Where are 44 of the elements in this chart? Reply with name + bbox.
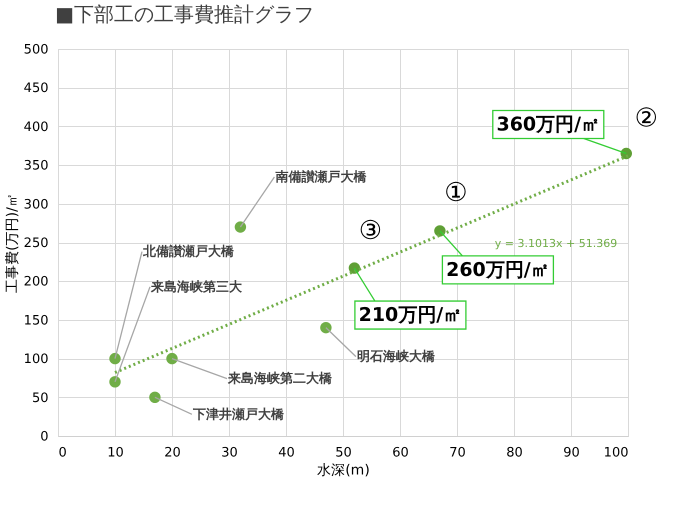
annotation: 明石海峡大橋 — [356, 350, 436, 365]
x-tick-label: 80 — [506, 446, 523, 460]
annotation: 来島海峡第二大橋 — [227, 370, 333, 387]
point — [109, 352, 121, 364]
annotation: ① — [444, 178, 468, 208]
y-tick-label: 200 — [24, 274, 48, 290]
y-tick-label: 100 — [24, 352, 48, 368]
annotation: ③ — [358, 216, 382, 246]
x-tick-label: 60 — [392, 446, 409, 460]
y-axis-title: 工事費(万円)/㎡ — [4, 193, 21, 293]
y-tick-label: 250 — [24, 236, 48, 251]
point — [109, 376, 121, 388]
point — [320, 322, 332, 334]
annotation: 下津井瀬戸大橋 — [192, 407, 285, 422]
x-tick-label: 70 — [449, 446, 466, 460]
point — [166, 352, 178, 364]
x-axis-title: 水深(m) — [317, 462, 370, 478]
annotation: 360万円/㎡ — [496, 113, 600, 136]
annotation: 北備讃瀬戸大橋 — [142, 244, 235, 260]
point — [234, 221, 246, 233]
y-tick-label: 0 — [40, 430, 48, 444]
x-tick-label: 40 — [278, 446, 295, 460]
point — [149, 392, 161, 403]
y-tick-label: 450 — [24, 81, 48, 96]
x-tick-label: 0 — [58, 446, 67, 460]
annotation: 210万円/㎡ — [358, 304, 462, 326]
annotation: 南備讃瀬戸大橋 — [274, 169, 368, 186]
x-tick-label: 20 — [164, 446, 181, 460]
y-tick-label: 150 — [24, 313, 48, 328]
annotation: 来島海峡第三大 — [150, 278, 243, 295]
y-tick-label: 400 — [24, 120, 48, 135]
y-tick-label: 300 — [24, 197, 48, 212]
x-tick-label: 10 — [107, 446, 124, 460]
annotation: ② — [634, 103, 658, 134]
y-tick-label: 350 — [24, 158, 48, 174]
annotation: y = 3.1013x + 51.369 — [494, 237, 618, 250]
x-tick-label: 100 — [604, 446, 628, 460]
chart-title: ■下部工の工事費推計グラフ — [55, 2, 314, 26]
annotation: 260万円/㎡ — [446, 258, 550, 281]
x-tick-label: 50 — [335, 446, 352, 460]
x-tick-label: 30 — [221, 446, 238, 460]
x-tick-label: 90 — [563, 446, 580, 460]
y-tick-label: 500 — [24, 42, 48, 58]
y-tick-label: 50 — [32, 390, 48, 406]
